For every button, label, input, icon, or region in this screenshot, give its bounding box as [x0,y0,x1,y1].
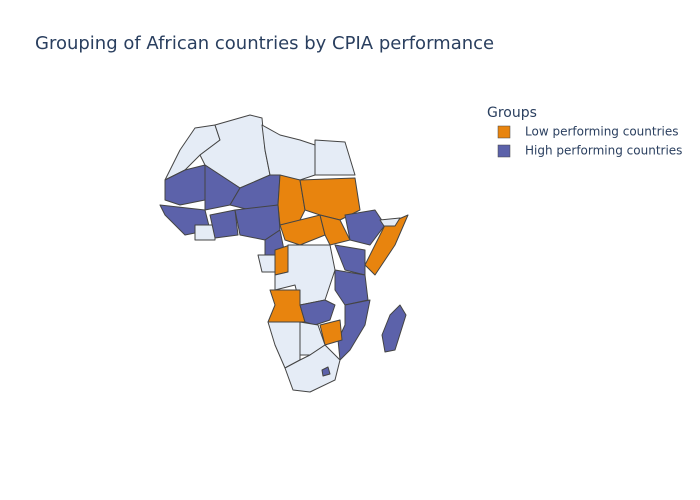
legend: Groups Low performing countries High perf… [487,105,682,158]
legend-label: High performing countries [525,144,682,158]
legend-title: Groups [487,105,537,121]
country[interactable] [279,214,326,246]
country[interactable] [379,217,401,227]
country[interactable] [194,224,216,241]
africa-map [159,114,409,393]
country[interactable] [299,299,336,326]
legend-item[interactable]: Low performing countries [497,125,679,139]
map-title: Grouping of African countries by CPIA pe… [35,33,494,54]
country[interactable] [381,304,407,353]
legend-swatch [497,144,511,158]
country[interactable] [319,214,351,246]
country[interactable] [337,299,371,361]
country[interactable] [314,139,356,176]
legend-label: Low performing countries [525,125,679,139]
legend-swatch [497,125,511,139]
country[interactable] [319,319,343,346]
country[interactable] [321,366,331,377]
country[interactable] [204,164,241,211]
country[interactable] [209,209,239,239]
country[interactable] [344,209,386,246]
country[interactable] [284,344,341,393]
legend-item[interactable]: High performing countries [497,144,682,158]
